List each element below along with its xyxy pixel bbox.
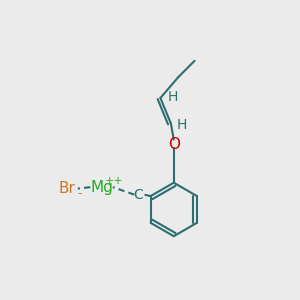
Text: Mg: Mg — [90, 180, 113, 195]
Text: ++: ++ — [105, 176, 123, 186]
Text: Br: Br — [59, 181, 76, 196]
Text: H: H — [177, 118, 187, 132]
Text: O: O — [168, 136, 180, 152]
Text: -: - — [77, 188, 82, 200]
Text: C: C — [133, 188, 143, 202]
Text: H: H — [168, 89, 178, 103]
